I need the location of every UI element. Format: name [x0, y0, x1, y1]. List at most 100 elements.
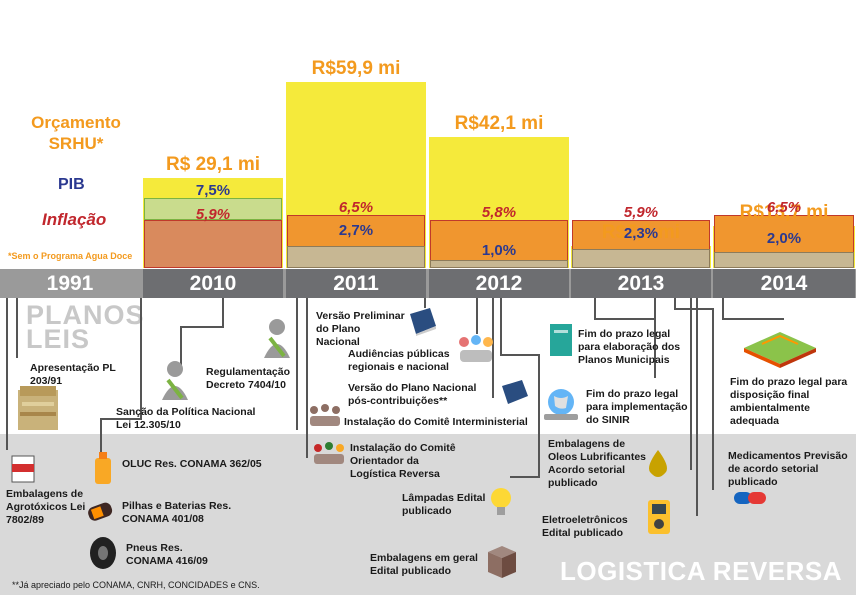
pib-label: PIB	[58, 176, 85, 193]
inflacao-label: Inflação	[42, 210, 107, 229]
connector-2011-c	[424, 298, 426, 308]
event-regulamentacao: Regulamentação Decreto 7404/10	[206, 366, 291, 391]
teal-book-icon	[548, 322, 574, 358]
event-fim-sinir: Fim do prazo legal para implementação do…	[586, 388, 688, 426]
book-icon-2	[498, 378, 530, 406]
connector-2010-e	[100, 418, 142, 420]
oil-bottle-icon	[92, 450, 114, 486]
connector-2013-b	[594, 318, 654, 320]
budget-label-2010: R$ 29,1 mi	[166, 153, 260, 175]
connector-2012-e	[538, 354, 540, 478]
event-comite-orientador: Instalação do Comitê Orientador da Logís…	[350, 442, 456, 480]
person-sash-icon	[160, 360, 190, 400]
light-bulb-icon	[488, 486, 514, 518]
oil-drop-icon	[646, 448, 670, 480]
globe-network-icon	[540, 386, 582, 424]
event-medicamentos: Medicamentos Previsão de acordo setorial…	[728, 450, 848, 488]
connector-2013-g	[690, 298, 692, 470]
documents-pile-icon	[16, 382, 60, 432]
inflacao-label-2011: 6,5%	[338, 198, 374, 216]
event-comite-inter: Instalação do Comitê Interministerial	[344, 416, 528, 428]
event-lampadas: Lâmpadas Edital publicado	[402, 492, 486, 517]
year-2012: 2012	[429, 269, 569, 298]
inflacao-label-2010: 5,9%	[195, 205, 231, 223]
connector-2012-b	[492, 298, 494, 398]
event-pilhas: Pilhas e Baterias Res. CONAMA 401/08	[122, 500, 232, 525]
event-versao-plano: Versão do Plano Nacional pós-contribuiçõ…	[348, 382, 477, 407]
year-2013: 2013	[571, 269, 711, 298]
connector-2010-f	[100, 418, 102, 456]
logistica-reversa-title: LOGISTICA REVERSA	[560, 556, 843, 586]
pill-capsule-icon	[732, 488, 772, 508]
planos-leis-heading: PLANOS LEIS	[26, 300, 145, 354]
people-meeting-icon	[456, 334, 496, 364]
footnote: **Já apreciado pelo CONAMA, CNRH, CONCID…	[12, 580, 260, 590]
pib-label-2014: 2,0%	[766, 229, 802, 247]
event-apresentacao: Apresentação PL 203/91	[30, 362, 116, 387]
inflacao-label-2012: 5,8%	[481, 204, 517, 222]
connector-1991-a	[6, 298, 8, 450]
year-2010: 2010	[143, 269, 283, 298]
person-sash-icon-2	[262, 318, 292, 358]
inflacao-bar-2010	[144, 219, 282, 268]
event-fim-municipais: Fim do prazo legal para elaboração dos P…	[578, 328, 681, 366]
event-sancao: Sanção da Política Nacional Lei 12.305/1…	[116, 406, 256, 431]
meeting-table-icon	[308, 402, 342, 428]
connector-2012-f	[510, 476, 540, 478]
box-icon	[484, 542, 520, 580]
inflacao-label-2014: 6,5%	[766, 198, 802, 216]
connector-2012-d	[500, 354, 540, 356]
sem-programa-note: *Sem o Programa Agua Doce	[8, 251, 133, 261]
connector-2010-c	[180, 326, 182, 366]
connector-2013-a	[594, 298, 596, 320]
event-versao-preliminar: Versão Preliminar do Plano Nacional	[316, 310, 405, 348]
event-oleos: Embalagens de Oleos Lubrificantes Acordo…	[548, 438, 647, 489]
connector-2010-d	[140, 298, 142, 418]
budget-label-2014: R$13,7 mi	[739, 201, 829, 223]
event-embalagens-geral: Embalagens em geral Edital publicado	[370, 552, 478, 577]
multimeter-icon	[646, 498, 672, 536]
connector-2012-c	[500, 298, 502, 354]
orcamento-label: Orçamento SRHU*	[31, 113, 121, 153]
connector-2013-h	[696, 298, 698, 516]
landfill-icon	[742, 318, 818, 368]
connector-2013-f	[712, 308, 714, 490]
tire-icon	[88, 536, 118, 570]
connector-2014-b	[722, 318, 784, 320]
connector-2013-c	[654, 298, 656, 378]
connector-2010-a	[222, 298, 224, 328]
connector-2012-a	[476, 298, 478, 334]
planos-label: PLANOS	[26, 300, 145, 330]
connector-2014-a	[722, 298, 724, 318]
leis-label: LEIS	[26, 324, 91, 354]
pib-bar-2012	[430, 259, 568, 268]
pib-bar-2011	[287, 245, 425, 268]
event-eletro: Eletroeletrônicos Edital publicado	[542, 514, 628, 539]
year-2014: 2014	[713, 269, 855, 298]
event-fim-disposicao: Fim do prazo legal para disposição final…	[730, 376, 848, 427]
pib-label-2012: 1,0%	[481, 242, 517, 259]
connector-2011-a	[296, 298, 298, 430]
budget-label-2011: R$59,9 mi	[311, 58, 401, 80]
meeting-table-icon-2	[312, 440, 346, 466]
connector-2011-b	[306, 298, 308, 458]
pib-bar-2010	[144, 197, 282, 220]
chemical-container-icon	[10, 450, 36, 484]
pib-label-2013: 2,3%	[623, 225, 659, 243]
year-2011: 2011	[286, 269, 426, 298]
event-audiencias: Audiências públicas regionais e nacional	[348, 348, 450, 373]
pib-label-2010: 7,5%	[195, 181, 231, 199]
connector-1991-b	[16, 298, 18, 358]
event-embalagens-agro: Embalagens de Agrotóxicos Lei 7802/89	[6, 488, 86, 526]
book-icon	[406, 306, 438, 336]
pib-label-2011: 2,7%	[338, 221, 374, 239]
year-1991: 1991	[46, 272, 94, 295]
event-pneus: Pneus Res. CONAMA 416/09	[126, 542, 208, 567]
connector-2013-d	[674, 298, 676, 310]
inflacao-label-2013: 5,9%	[623, 203, 659, 221]
budget-label-2013: R$7,1 mi	[601, 221, 681, 243]
budget-label-2012: R$42,1 mi	[454, 113, 544, 135]
connector-2010-b	[180, 326, 224, 328]
pib-bar-2013	[572, 249, 710, 268]
budget-chart: R$ 29,1 mi 5,9% 7,5% R$59,9 mi 6,5% 2,7% R$42,…	[0, 0, 856, 269]
